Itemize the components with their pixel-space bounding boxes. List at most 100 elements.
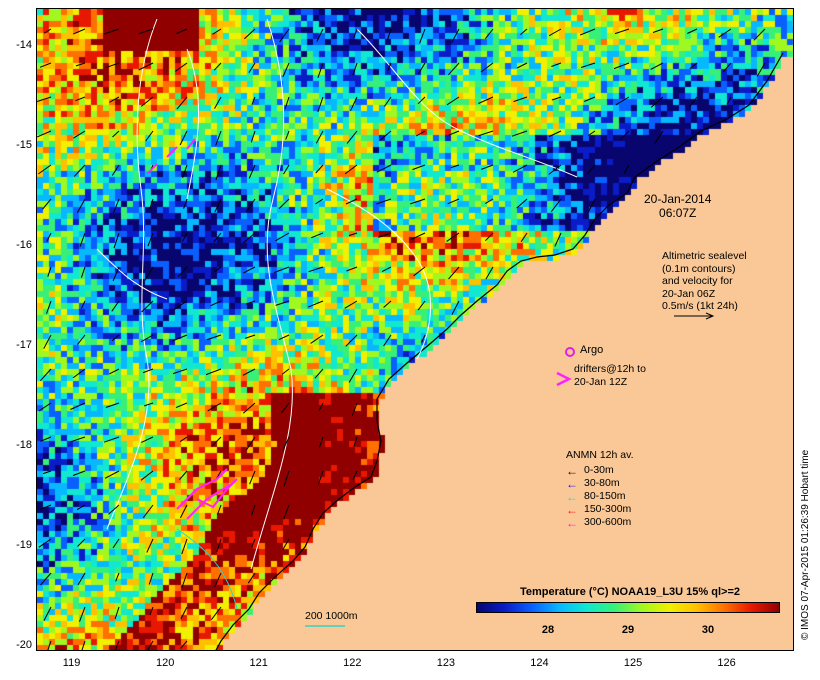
velocity-arrow xyxy=(77,572,86,586)
velocity-arrow xyxy=(172,368,188,375)
velocity-arrow xyxy=(114,640,120,650)
altimetry-line: 0.5m/s (1kt 24h) xyxy=(662,300,738,312)
velocity-arrow xyxy=(172,334,188,342)
velocity-arrow xyxy=(421,334,426,343)
velocity-arrow xyxy=(586,164,596,175)
velocity-arrow xyxy=(104,470,120,479)
velocity-arrow xyxy=(283,504,290,520)
velocity-arrow xyxy=(143,402,154,407)
drifter-legend-symbol xyxy=(556,371,572,387)
velocity-arrow xyxy=(315,130,324,144)
velocity-scale-arrow xyxy=(674,312,715,320)
velocity-arrow xyxy=(722,62,732,73)
velocity-arrow xyxy=(214,96,222,109)
velocity-arrow xyxy=(688,96,698,108)
velocity-arrow xyxy=(520,232,528,242)
velocity-arrow xyxy=(448,130,460,136)
velocity-arrow xyxy=(447,198,460,205)
velocity-arrow xyxy=(513,96,528,103)
velocity-arrow xyxy=(42,198,52,210)
date-stamp: 20-Jan-2014 06:07Z xyxy=(644,192,711,220)
velocity-arrow xyxy=(308,300,324,308)
velocity-arrow xyxy=(446,96,460,106)
velocity-arrow xyxy=(310,334,324,344)
velocity-arrow xyxy=(176,96,188,110)
velocity-arrow xyxy=(112,538,120,549)
velocity-arrow xyxy=(623,164,630,174)
velocity-arrow xyxy=(580,28,596,36)
velocity-arrow xyxy=(318,402,324,412)
velocity-arrow xyxy=(109,368,120,375)
velocity-arrow xyxy=(410,232,426,241)
velocity-arrow xyxy=(215,130,222,146)
colorbar-tick-label: 28 xyxy=(541,624,555,636)
velocity-arrow xyxy=(73,164,86,177)
velocity-arrow xyxy=(512,164,528,173)
velocity-arrow xyxy=(176,28,188,34)
velocity-arrow xyxy=(103,436,120,443)
velocity-arrow xyxy=(417,96,426,105)
x-tick-label: 125 xyxy=(623,657,643,669)
anmn-legend-row: ← 30-80m xyxy=(566,477,634,490)
velocity-arrow xyxy=(652,28,664,33)
velocity-arrow xyxy=(613,62,630,70)
map-overlay xyxy=(37,18,784,650)
velocity-arrow xyxy=(275,300,290,306)
velocity-arrow xyxy=(279,28,290,43)
x-tick-label: 123 xyxy=(436,657,456,669)
velocity-arrow xyxy=(213,232,222,243)
velocity-arrow xyxy=(345,334,358,347)
velocity-arrow xyxy=(179,470,188,481)
velocity-arrow xyxy=(317,470,324,485)
date-line: 20-Jan-2014 xyxy=(644,192,712,206)
arrow-left-icon: ← xyxy=(566,463,578,478)
map-panel[interactable] xyxy=(36,8,794,651)
velocity-arrow xyxy=(448,62,460,76)
arrow-left-icon: ← xyxy=(566,476,578,491)
velocity-arrow xyxy=(180,606,188,620)
velocity-arrow xyxy=(350,96,358,112)
velocity-arrow xyxy=(318,436,324,448)
velocity-arrow xyxy=(480,62,494,73)
velocity-arrow xyxy=(115,572,120,582)
velocity-arrow xyxy=(77,334,86,345)
velocity-arrow xyxy=(283,164,290,175)
velocity-arrow xyxy=(179,130,188,146)
x-tick-label: 124 xyxy=(530,657,549,669)
velocity-arrow xyxy=(245,334,256,339)
velocity-arrow xyxy=(650,62,664,70)
velocity-arrow xyxy=(182,232,188,242)
velocity-arrow xyxy=(451,300,460,315)
time-line: 06:07Z xyxy=(659,206,697,220)
velocity-arrow xyxy=(141,436,154,443)
velocity-arrow xyxy=(249,470,256,485)
velocity-arrow xyxy=(47,266,52,277)
velocity-arrow xyxy=(250,130,256,143)
anmn-depth-label: 0-30m xyxy=(584,464,614,476)
velocity-arrow xyxy=(251,538,256,548)
sealevel-contours xyxy=(96,18,578,570)
velocity-arrow xyxy=(550,198,562,213)
velocity-arrow xyxy=(314,368,324,379)
velocity-arrow xyxy=(177,266,188,278)
velocity-arrow xyxy=(383,334,392,347)
velocity-arrow xyxy=(141,300,154,313)
velocity-arrow xyxy=(114,606,120,620)
velocity-arrow xyxy=(179,504,188,519)
velocity-arrow xyxy=(80,266,86,278)
velocity-arrow xyxy=(345,198,358,205)
arrow-left-icon: ← xyxy=(566,489,578,504)
velocity-arrow xyxy=(38,538,52,548)
velocity-arrow xyxy=(244,28,256,40)
velocity-arrow xyxy=(317,62,324,79)
anmn-legend: ANMN 12h av. ← 0-30m ← 30-80m ← 80-150m ← 150-3… xyxy=(566,449,634,529)
velocity-arrow xyxy=(485,232,494,242)
velocity-arrow xyxy=(718,28,732,38)
velocity-arrow xyxy=(316,28,324,42)
velocity-arrow xyxy=(111,164,120,176)
velocity-arrow xyxy=(415,130,426,137)
velocity-arrow xyxy=(285,130,290,140)
velocity-arrow xyxy=(584,96,596,102)
y-tick-label: -15 xyxy=(16,139,32,151)
velocity-arrow xyxy=(315,164,324,174)
